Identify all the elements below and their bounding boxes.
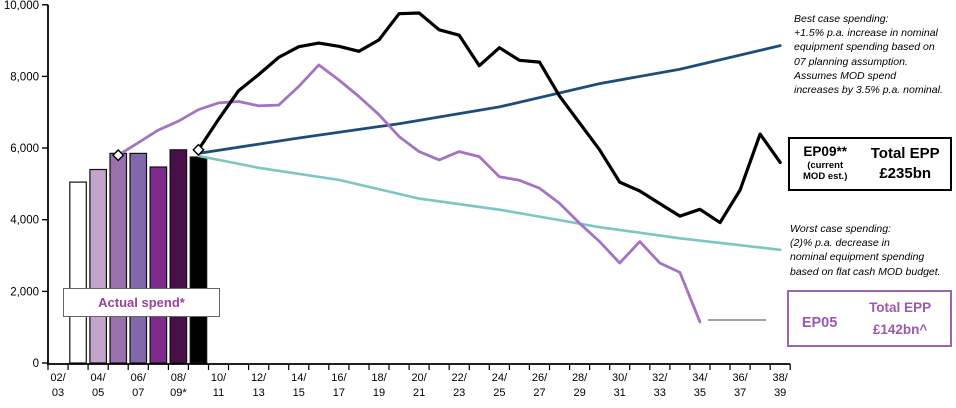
svg-text:04/05: 04/05 xyxy=(90,372,106,399)
ep09-total-value: £235bn xyxy=(879,165,932,182)
worst-case-annotation: Worst case spending: (2)% p.a. decrease … xyxy=(790,223,941,278)
ep09-total-label: Total EPP xyxy=(870,144,940,162)
ep05-total-group: Total EPP £142bn^ xyxy=(850,292,950,345)
actual-spend-label: Actual spend* xyxy=(98,295,185,310)
ep09-subtitle: (current MOD est.) xyxy=(803,160,848,183)
ep09-label-group: EP09** (current MOD est.) xyxy=(790,139,860,189)
svg-text:6,000: 6,000 xyxy=(10,143,39,155)
bar-07-08 xyxy=(149,166,168,364)
best-case-annotation: Best case spending: +1.5% p.a. increase … xyxy=(794,13,943,97)
svg-text:26/27: 26/27 xyxy=(532,372,548,399)
svg-text:06/07: 06/07 xyxy=(131,372,147,399)
bar-05-06 xyxy=(109,152,128,364)
svg-text:0: 0 xyxy=(33,358,39,370)
ep05-legend-box: EP05 Total EPP £142bn^ xyxy=(787,290,952,347)
plan-start-diamond-icon xyxy=(112,149,125,162)
bar-08-09 xyxy=(169,149,188,364)
svg-text:10/11: 10/11 xyxy=(211,372,227,399)
plan-start-diamond-icon xyxy=(192,143,205,157)
svg-text:24/25: 24/25 xyxy=(492,372,508,399)
svg-text:4,000: 4,000 xyxy=(10,215,39,227)
svg-text:20/21: 20/21 xyxy=(411,372,427,399)
svg-text:12/13: 12/13 xyxy=(251,372,267,399)
ep05-total-value: £142bn^ xyxy=(872,321,928,337)
ep09-total-group: Total EPP £235bn xyxy=(860,139,950,189)
svg-text:18/19: 18/19 xyxy=(371,372,387,399)
line-best-case-spending xyxy=(196,44,782,155)
bar-06-07 xyxy=(129,152,148,364)
svg-text:2,000: 2,000 xyxy=(10,286,39,298)
svg-text:30/31: 30/31 xyxy=(612,372,628,399)
bar-04-05 xyxy=(89,168,108,364)
ep05-name: EP05 xyxy=(801,314,838,331)
y-axis-labels: 10,000 8,000 6,000 4,000 2,000 0 xyxy=(4,0,39,370)
actual-spend-label-box: Actual spend* xyxy=(63,288,220,317)
bar-03-04 xyxy=(69,181,87,364)
svg-text:14/15: 14/15 xyxy=(291,372,307,399)
svg-text:34/35: 34/35 xyxy=(692,372,708,399)
actual-spend-bars xyxy=(69,149,208,364)
svg-text:36/37: 36/37 xyxy=(732,372,748,399)
svg-text:22/23: 22/23 xyxy=(452,372,468,399)
svg-text:28/29: 28/29 xyxy=(572,372,588,399)
svg-text:16/17: 16/17 xyxy=(331,372,347,399)
ep05-total-label: Total EPP xyxy=(869,299,932,315)
svg-text:08/09*: 08/09* xyxy=(170,372,187,399)
ep09-legend-box: EP09** (current MOD est.) Total EPP £235… xyxy=(788,137,952,191)
axes xyxy=(42,4,791,370)
svg-text:32/33: 32/33 xyxy=(652,372,668,399)
svg-text:8,000: 8,000 xyxy=(10,71,39,83)
svg-text:38/39: 38/39 xyxy=(773,372,789,399)
line-worst-case-spending xyxy=(197,154,782,252)
bar-09-10 xyxy=(189,156,208,364)
ep09-name: EP09** xyxy=(803,143,847,159)
svg-text:02/03: 02/03 xyxy=(50,372,66,399)
svg-text:10,000: 10,000 xyxy=(4,0,39,12)
x-axis-labels: 02/03 04/05 06/07 08/09* 10/11 12/13 14/15 16/1… xyxy=(50,372,788,399)
line-ep05 xyxy=(116,63,702,324)
line-ep09 xyxy=(196,11,782,225)
